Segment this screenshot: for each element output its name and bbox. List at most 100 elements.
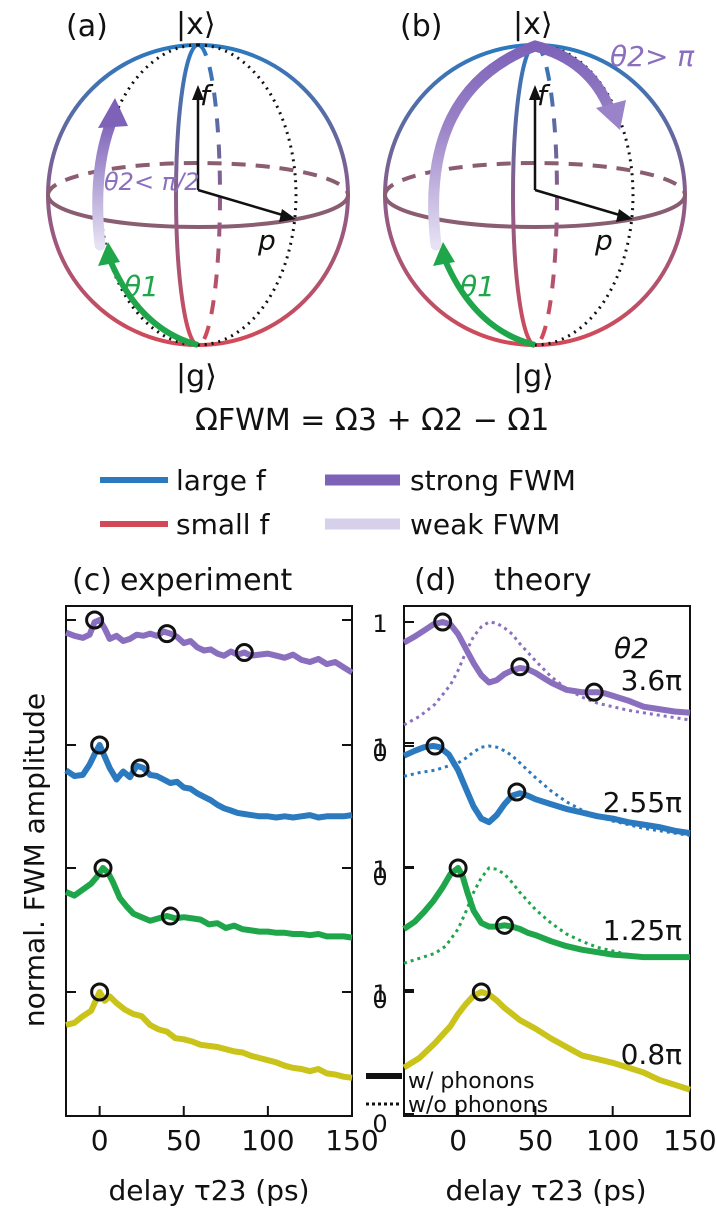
f-axis-arrow-a	[192, 85, 204, 100]
ytick-label-d-3: 0	[372, 863, 387, 891]
theory-peak-marker-0-2	[584, 682, 604, 702]
panel-title-d: theory	[494, 563, 592, 598]
equator-front-a	[46, 194, 350, 229]
bloch-sphere-a	[46, 43, 350, 348]
theta2-label-a: θ2< π/2	[104, 168, 200, 196]
ytick-label-d-2: 1	[372, 734, 387, 762]
theta2-label-b: θ2> π	[610, 40, 695, 73]
xtick-label-c-0: 0	[91, 1124, 109, 1157]
theory-phonon-series-0	[402, 619, 691, 716]
theta2-value-2: 1.25π	[603, 914, 682, 947]
theta2-arc-b	[428, 40, 616, 251]
f-axis-arrow-b	[529, 85, 541, 100]
ytick-label-d-6: 1	[372, 980, 387, 1008]
experiment-peak-marker-0-0	[85, 610, 105, 630]
experiment-peak-marker-2-1	[160, 906, 180, 926]
xlabel-d: delay τ23 (ps)	[445, 1174, 646, 1207]
experiment-peak-marker-1-1	[130, 758, 150, 778]
xtick-label-d-1: 50	[518, 1124, 554, 1157]
theory-peak-marker-1-0	[425, 736, 445, 756]
theory-peak-marker-0-0	[433, 612, 453, 632]
ytick-label-d-5: 0	[372, 986, 387, 1014]
axis-f-label-b: f	[537, 79, 551, 112]
experiment-series-0	[64, 617, 354, 676]
plot-experiment: 0 50 100 150	[64, 610, 379, 1157]
theta1-label-a: θ1	[124, 270, 159, 303]
experiment-series-3	[65, 989, 353, 1081]
equator-back-b	[383, 161, 687, 196]
experiment-peak-marker-2-0	[93, 858, 113, 878]
theta2-arrowhead-a	[98, 98, 128, 128]
panel-label-a: (a)	[66, 9, 108, 44]
ytick-label-d-0: 1	[372, 610, 387, 638]
ylabel-c: normal. FWM amplitude	[18, 693, 51, 1027]
p-axis-a	[197, 188, 287, 218]
path-dotted-right-a	[197, 43, 298, 347]
experiment-peak-marker-0-2	[234, 643, 254, 663]
legend-without-phonons: w/o phonons	[408, 1093, 548, 1118]
theta2-value-0: 3.6π	[621, 664, 683, 697]
ytick-label-d-7: 0	[372, 1110, 387, 1138]
legend-strong-fwm: strong FWM	[410, 464, 576, 497]
theory-peak-marker-1-1	[507, 782, 527, 802]
plot-frame-c	[65, 605, 353, 1117]
xtick-label-d-3: 150	[663, 1124, 716, 1157]
experiment-series-2	[64, 865, 353, 941]
xtick-label-d-0: 0	[449, 1124, 467, 1157]
xtick-label-c-3: 150	[325, 1124, 378, 1157]
theta2-arrowhead-b	[596, 100, 626, 130]
p-axis-b	[534, 188, 624, 218]
theta1-arc-b	[442, 258, 536, 348]
plot-frame-d	[403, 605, 691, 1117]
theory-no-phonon-series-0	[403, 620, 691, 727]
fwm-equation: ΩFWM = Ω3 + Ω2 − Ω1	[195, 403, 549, 438]
panel-label-d: (d)	[414, 563, 456, 598]
equator-back-a	[46, 161, 350, 196]
state-g-label-a: |g⟩	[176, 359, 217, 394]
theta1-arrowhead-b	[433, 242, 455, 266]
state-g-label-b: |g⟩	[513, 359, 554, 394]
theta1-label-b: θ1	[460, 270, 495, 303]
theta2-header: θ2	[614, 632, 649, 665]
ytick-label-d-4: 1	[372, 856, 387, 884]
theta2-value-3: 0.8π	[621, 1038, 683, 1071]
legend-with-phonons: w/ phonons	[408, 1069, 535, 1094]
axis-f-label-a: f	[200, 79, 214, 112]
meridian-back-b	[534, 43, 559, 347]
panel-label-c: (c)	[72, 563, 112, 598]
experiment-peak-marker-3-0	[90, 982, 110, 1002]
xlabel-c: delay τ23 (ps)	[108, 1174, 309, 1207]
experiment-peak-marker-0-1	[157, 624, 177, 644]
equator-front-b	[383, 194, 687, 229]
theta2-arc-a	[92, 114, 118, 251]
state-x-label-a: |x⟩	[176, 7, 216, 42]
ytick-label-d-1: 0	[372, 739, 387, 767]
axis-p-label-b: p	[594, 224, 613, 257]
bloch-sphere-b	[383, 40, 687, 348]
theta1-arc-a	[107, 258, 199, 348]
theory-phonon-series-3	[402, 989, 691, 1093]
theory-peak-marker-3-0	[471, 982, 491, 1002]
theory-no-phonon-series-2	[403, 866, 660, 965]
axis-p-label-a: p	[257, 224, 276, 257]
p-axis-arrow-a	[279, 209, 296, 222]
meridian-back-a	[197, 43, 222, 347]
theta1-arrowhead-a	[98, 242, 120, 266]
xtick-label-d-2: 100	[586, 1124, 639, 1157]
panel-title-c: experiment	[120, 563, 293, 598]
experiment-series-1	[64, 742, 353, 821]
theory-phonon-series-2	[402, 865, 690, 961]
meridian-front-b	[511, 43, 536, 347]
theta2-value-1: 2.55π	[603, 786, 682, 819]
xtick-label-c-2: 100	[241, 1124, 294, 1157]
legend-large-f: large f	[176, 464, 267, 497]
theory-peak-marker-2-0	[448, 858, 468, 878]
xtick-label-c-1: 50	[166, 1124, 202, 1157]
theory-peak-marker-0-1	[510, 657, 530, 677]
legend-weak-fwm: weak FWM	[410, 508, 560, 541]
panel-label-b: (b)	[400, 9, 442, 44]
legend-small-f: small f	[176, 508, 270, 541]
theory-peak-marker-2-1	[494, 915, 514, 935]
